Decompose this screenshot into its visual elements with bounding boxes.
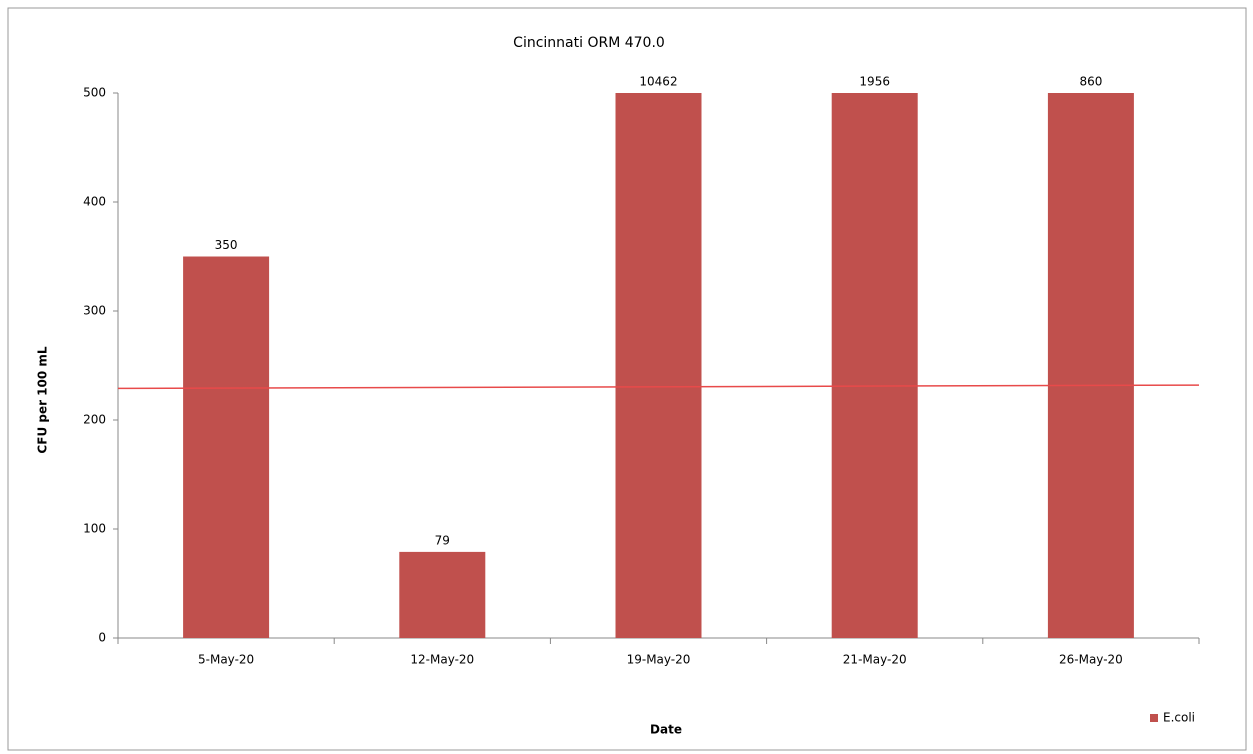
bar — [399, 551, 486, 638]
data-label: 79 — [435, 533, 450, 547]
x-tick-label: 5-May-20 — [198, 653, 254, 667]
bar — [183, 256, 270, 638]
y-tick-label: 400 — [83, 195, 106, 209]
data-label: 1956 — [859, 75, 890, 89]
x-axis-label: Date — [650, 723, 682, 737]
x-tick-label: 26-May-20 — [1059, 653, 1123, 667]
y-tick-label: 200 — [83, 413, 106, 427]
threshold-line — [117, 384, 1200, 390]
x-tick-label: 19-May-20 — [627, 653, 691, 667]
bar — [831, 93, 918, 638]
bar — [1047, 93, 1134, 638]
chart-title: Cincinnati ORM 470.0 — [513, 35, 665, 51]
data-label: 10462 — [639, 75, 677, 89]
y-tick-label: 0 — [98, 631, 106, 645]
bar — [615, 93, 702, 638]
legend-label: E.coli — [1163, 711, 1195, 725]
y-tick-label: 500 — [83, 86, 106, 100]
y-tick-label: 300 — [83, 304, 106, 318]
plot-area — [183, 93, 1134, 638]
data-label: 860 — [1079, 75, 1102, 89]
y-tick-label: 100 — [83, 522, 106, 536]
y-axis-label: CFU per 100 mL — [36, 346, 50, 453]
legend-swatch — [1150, 714, 1158, 722]
data-label: 350 — [215, 238, 238, 252]
x-tick-label: 21-May-20 — [843, 653, 907, 667]
x-tick-label: 12-May-20 — [410, 653, 474, 667]
